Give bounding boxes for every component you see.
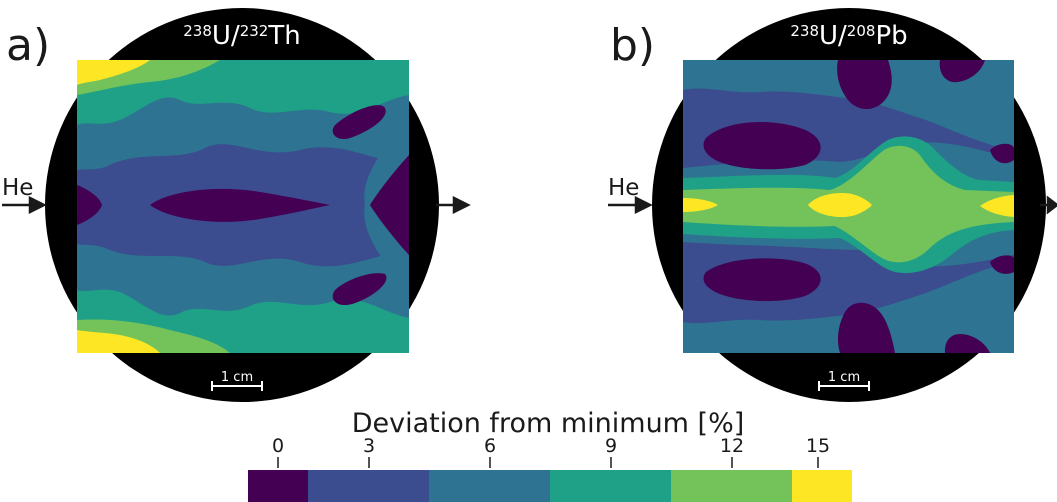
colorbar-segment-3 [550,470,671,502]
panel-b-teal-bottom [683,262,1014,353]
colorbar-tick-label-3: 9 [605,435,617,457]
colorbar-segment-5 [792,470,852,502]
panel-b-teal-top [683,60,1014,150]
panel-b-scale-bar-label: 1 cm [828,370,860,385]
colorbar-tick-label-4: 12 [720,435,744,457]
colorbar-tick-label-1: 3 [363,435,375,457]
panel-a-scale-bar: 1 cm [211,370,263,391]
colorbar-segment-2 [429,470,550,502]
panel-b: b) He [608,8,1057,402]
colorbar-ticks: 0 3 6 9 12 15 [272,435,830,468]
colorbar-title: Deviation from minimum [%] [352,408,745,439]
panel-a-purple-right [370,155,409,255]
panel-b-letter: b) [610,20,655,71]
panel-a-contour-map [77,60,409,353]
colorbar-tick-label-5: 15 [806,435,830,457]
panel-b-purple-top-center [837,60,892,109]
panel-a: a) He 238U/23 [2,8,471,402]
panel-b-purple-right-lower [990,255,1014,274]
panel-a-purple-lower-right [332,273,387,306]
panel-b-yellow-right [980,195,1014,217]
panel-b-purple-left-upper [703,122,821,170]
panel-b-purple-left-lower [703,258,821,302]
panel-b-ratio-title: 238U/208Pb [790,21,907,51]
colorbar-segments [248,470,852,502]
panel-b-yellow-left [683,198,718,212]
colorbar-tick-label-0: 0 [272,435,284,457]
panel-a-inlet-arrow-icon [2,195,47,215]
panel-b-purple-bottom-right [944,334,990,353]
panel-a-yellow-top [77,60,150,85]
panel-b-inlet-arrow-icon [608,195,653,215]
panel-a-purple-left [77,185,102,225]
colorbar: Deviation from minimum [%] 0 3 6 9 12 15 [248,408,852,502]
panel-b-scale-bar: 1 cm [818,370,870,391]
panel-a-scale-bar-label: 1 cm [221,370,253,385]
panel-a-outlet-arrow-icon [436,195,471,215]
panel-b-purple-top-right [939,60,985,83]
panel-b-contour-map [683,60,1014,353]
panel-a-gas-label: He [2,175,33,201]
panel-a-letter: a) [6,20,50,71]
panel-b-purple-right-upper [990,143,1014,164]
panel-a-ratio-title: 238U/232Th [183,21,300,51]
colorbar-segment-4 [671,470,792,502]
panel-b-outlet-arrow-icon [1040,195,1057,215]
panel-b-yellow-center [808,193,872,217]
panel-a-yellow-bottom [77,330,160,353]
panel-b-purple-bottom-center [837,302,895,353]
panel-a-purple-center [150,188,330,222]
panel-b-gas-label: He [608,175,639,201]
colorbar-tick-label-2: 6 [484,435,496,457]
colorbar-segment-1 [308,470,429,502]
panel-a-purple-upper-right [332,105,386,140]
colorbar-segment-0 [248,470,308,502]
